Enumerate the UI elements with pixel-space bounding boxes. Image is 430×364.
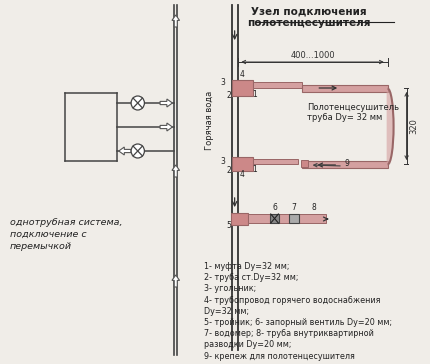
Text: 4: 4 <box>240 70 245 79</box>
Bar <box>289 214 299 223</box>
Text: 9- крепеж для полотенцесушителя: 9- крепеж для полотенцесушителя <box>204 352 355 361</box>
Bar <box>302 85 387 92</box>
Circle shape <box>131 96 144 110</box>
Text: 3: 3 <box>220 157 225 166</box>
Text: Dy=32 мм;: Dy=32 мм; <box>204 307 249 316</box>
Polygon shape <box>172 275 180 287</box>
Text: 4: 4 <box>240 170 245 179</box>
Text: 400...1000: 400...1000 <box>290 51 335 60</box>
Text: 8: 8 <box>311 203 316 212</box>
Bar <box>248 214 326 223</box>
Text: Узел подключения
полотенцесушителя: Узел подключения полотенцесушителя <box>247 6 371 28</box>
Text: 7: 7 <box>291 203 296 212</box>
Bar <box>231 213 248 225</box>
Polygon shape <box>160 99 172 107</box>
Text: 320: 320 <box>409 118 418 134</box>
Bar <box>302 161 387 168</box>
Polygon shape <box>160 123 172 131</box>
Text: 1- муфта Dy=32 мм;: 1- муфта Dy=32 мм; <box>204 262 290 271</box>
Text: 5- тройник; 6- запорный вентиль Dy=20 мм;: 5- тройник; 6- запорный вентиль Dy=20 мм… <box>204 318 392 327</box>
Circle shape <box>131 144 144 158</box>
Text: 2: 2 <box>227 91 231 100</box>
Polygon shape <box>119 147 131 155</box>
Text: 1: 1 <box>252 165 257 174</box>
Text: Горячая вода: Горячая вода <box>205 90 214 150</box>
Bar <box>253 82 302 88</box>
Text: 2- труба ст.Dy=32 мм;: 2- труба ст.Dy=32 мм; <box>204 273 299 282</box>
Text: 4- трубопровод горячего водоснабжения: 4- трубопровод горячего водоснабжения <box>204 296 381 305</box>
Polygon shape <box>172 15 180 27</box>
Text: Полотенцесушитель: Полотенцесушитель <box>307 103 399 112</box>
Text: 6: 6 <box>272 203 277 212</box>
Text: разводки Dy=20 мм;: разводки Dy=20 мм; <box>204 340 292 349</box>
Polygon shape <box>172 165 180 177</box>
Bar <box>232 80 253 96</box>
Bar <box>301 160 308 167</box>
Text: 3: 3 <box>220 78 225 87</box>
Text: 7- водомер; 8- труба внутриквартирной: 7- водомер; 8- труба внутриквартирной <box>204 329 374 338</box>
Text: 9: 9 <box>345 159 350 168</box>
Text: 2: 2 <box>227 166 231 175</box>
Bar <box>270 214 280 223</box>
Text: 5: 5 <box>227 221 231 230</box>
Text: однотрубная система,
подключение с
перемычкой: однотрубная система, подключение с перем… <box>9 218 122 250</box>
Text: 1: 1 <box>252 90 257 99</box>
Text: 3- угольник;: 3- угольник; <box>204 284 257 293</box>
Text: труба Dy= 32 мм: труба Dy= 32 мм <box>307 113 382 122</box>
Bar <box>232 157 253 171</box>
Bar <box>253 159 298 164</box>
